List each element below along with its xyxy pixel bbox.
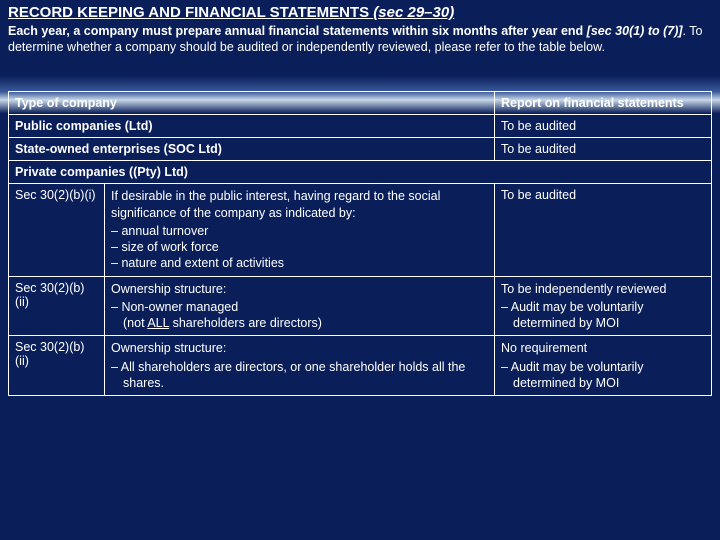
cell-report: To be audited	[495, 184, 712, 276]
list-item: All shareholders are directors, or one s…	[111, 359, 488, 392]
bullet-list: Non-owner managed (not ALL shareholders …	[111, 299, 488, 332]
table-row: Sec 30(2)(b)(i) If desirable in the publ…	[9, 184, 712, 276]
list-item: annual turnover	[111, 223, 488, 239]
table-header-row: Type of company Report on financial stat…	[9, 92, 712, 115]
cell-description-text: Ownership structure:	[111, 282, 226, 296]
cell-company-text: Private companies ((Pty) Ltd)	[15, 165, 188, 179]
intro-paragraph: Each year, a company must prepare annual…	[8, 24, 712, 55]
bullet-list: Audit may be voluntarily determined by M…	[501, 299, 705, 332]
list-item: Non-owner managed (not ALL shareholders …	[111, 299, 488, 332]
cell-company: State-owned enterprises (SOC Ltd)	[9, 138, 495, 161]
cell-section-ref: Sec 30(2)(b)(ii)	[9, 336, 105, 396]
list-item-underline: ALL	[147, 316, 169, 330]
cell-section-ref: Sec 30(2)(b)(i)	[9, 184, 105, 276]
list-item: Audit may be voluntarily determined by M…	[501, 299, 705, 332]
table-row: Public companies (Ltd) To be audited	[9, 115, 712, 138]
table-row: Sec 30(2)(b)(ii) Ownership structure: No…	[9, 276, 712, 336]
th-report: Report on financial statements	[495, 92, 712, 115]
cell-report: No requirement Audit may be voluntarily …	[495, 336, 712, 396]
table-row: State-owned enterprises (SOC Ltd) To be …	[9, 138, 712, 161]
cell-report: To be audited	[495, 115, 712, 138]
cell-description-text: If desirable in the public interest, hav…	[111, 189, 440, 219]
list-item: Audit may be voluntarily determined by M…	[501, 359, 705, 392]
th-type-of-company: Type of company	[9, 92, 495, 115]
title-section-ref: (sec 29–30)	[373, 4, 454, 21]
slide-page: RECORD KEEPING AND FINANCIAL STATEMENTS …	[0, 0, 720, 540]
list-item-text: Non-owner managed	[121, 300, 238, 314]
cell-company-group: Private companies ((Pty) Ltd)	[9, 161, 712, 184]
bullet-list: Audit may be voluntarily determined by M…	[501, 359, 705, 392]
cell-report-line: To be independently reviewed	[501, 282, 666, 296]
list-item-text: (not	[123, 316, 147, 330]
table-row: Private companies ((Pty) Ltd)	[9, 161, 712, 184]
bullet-list: annual turnover size of work force natur…	[111, 223, 488, 272]
table-row: Sec 30(2)(b)(ii) Ownership structure: Al…	[9, 336, 712, 396]
cell-section-ref: Sec 30(2)(b)(ii)	[9, 276, 105, 336]
cell-report-line: No requirement	[501, 341, 587, 355]
list-item-text: shareholders are directors)	[169, 316, 322, 330]
cell-company-text: Public companies (Ltd)	[15, 119, 153, 133]
cell-report: To be audited	[495, 138, 712, 161]
financial-statements-table: Type of company Report on financial stat…	[8, 91, 712, 396]
cell-description: Ownership structure: All shareholders ar…	[105, 336, 495, 396]
cell-report: To be independently reviewed Audit may b…	[495, 276, 712, 336]
page-title: RECORD KEEPING AND FINANCIAL STATEMENTS …	[8, 4, 712, 21]
bullet-list: All shareholders are directors, or one s…	[111, 359, 488, 392]
cell-description: If desirable in the public interest, hav…	[105, 184, 495, 276]
intro-a: Each year, a company must prepare annual…	[8, 24, 587, 38]
list-item: size of work force	[111, 239, 488, 255]
cell-company-text: State-owned enterprises (SOC Ltd)	[15, 142, 222, 156]
title-main: RECORD KEEPING AND FINANCIAL STATEMENTS	[8, 4, 373, 21]
cell-company: Public companies (Ltd)	[9, 115, 495, 138]
intro-b: [sec 30(1) to (7)]	[587, 24, 683, 38]
cell-description-text: Ownership structure:	[111, 341, 226, 355]
list-item: nature and extent of activities	[111, 255, 488, 271]
cell-description: Ownership structure: Non-owner managed (…	[105, 276, 495, 336]
